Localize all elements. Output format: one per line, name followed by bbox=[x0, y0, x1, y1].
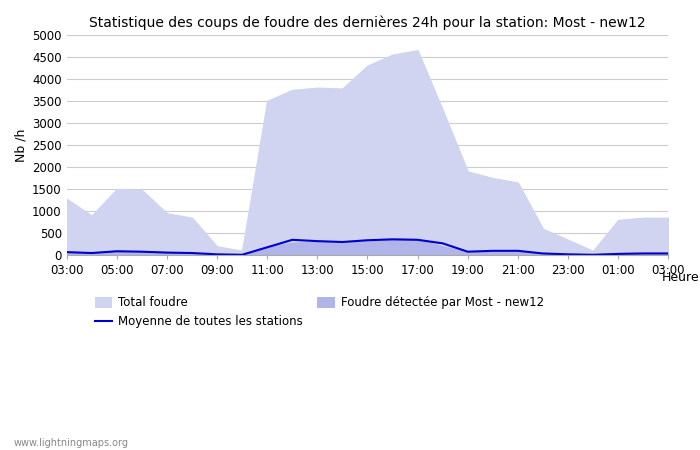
Text: www.lightningmaps.org: www.lightningmaps.org bbox=[14, 438, 129, 448]
X-axis label: Heure: Heure bbox=[662, 270, 699, 284]
Y-axis label: Nb /h: Nb /h bbox=[15, 128, 28, 162]
Title: Statistique des coups de foudre des dernières 24h pour la station: Most - new12: Statistique des coups de foudre des dern… bbox=[89, 15, 646, 30]
Legend: Total foudre, Moyenne de toutes les stations, Foudre détectée par Most - new12: Total foudre, Moyenne de toutes les stat… bbox=[90, 292, 549, 333]
